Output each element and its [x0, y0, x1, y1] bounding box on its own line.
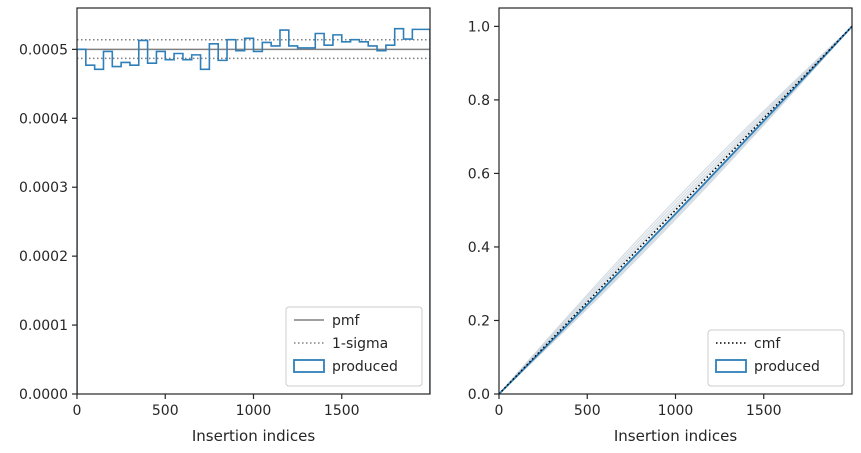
right-y-tick-label: 0.8 [468, 93, 490, 109]
right-y-tick-label: 0.4 [468, 240, 490, 256]
left-ticks: 0 500 1000 1500 0.0000 0.0001 0.0002 0.0003 0.00… [19, 42, 360, 419]
left-y-tick-label: 0.0002 [19, 249, 68, 265]
right-legend: cmf produced [707, 329, 845, 387]
right-y-tick-label: 1.0 [468, 19, 490, 35]
right-x-tick-label: 1000 [658, 403, 694, 419]
cmf-reference-line [498, 25, 853, 395]
left-legend-label-pmf: pmf [332, 313, 361, 329]
right-y-tick-label: 0.2 [468, 313, 490, 329]
background-cmf-line [498, 25, 853, 395]
left-y-tick-label: 0.0003 [19, 180, 68, 196]
right-x-tick-label: 0 [495, 403, 504, 419]
left-x-tick-label: 1500 [324, 403, 360, 419]
left-x-axis-label: Insertion indices [192, 427, 315, 445]
right-panel: 0 500 1000 1500 0.0 0.2 0.4 0.6 0.8 1.0 Insertion… [468, 7, 853, 445]
right-x-tick-label: 500 [574, 403, 601, 419]
background-cmf-line [498, 25, 853, 395]
right-legend-swatch-produced [715, 359, 747, 373]
right-lines-group [498, 25, 853, 395]
left-legend-swatch-produced [293, 359, 325, 373]
left-y-tick-label: 0.0001 [19, 318, 68, 334]
left-panel: 0 500 1000 1500 0.0000 0.0001 0.0002 0.0003 0.00… [19, 7, 431, 445]
background-cmf-line [498, 25, 853, 395]
produced-cmf-line [498, 25, 853, 395]
left-legend: pmf 1-sigma produced [285, 306, 423, 387]
produced-histogram-step [77, 27, 430, 394]
left-legend-box [285, 306, 423, 387]
left-x-tick-label: 1000 [236, 403, 272, 419]
background-cmf-line [498, 25, 853, 395]
background-cmf-line [498, 25, 853, 395]
right-x-tick-label: 1500 [746, 403, 782, 419]
right-y-tick-label: 0.6 [468, 166, 490, 182]
left-y-tick-label: 0.0000 [19, 387, 68, 403]
right-y-tick-label: 0.0 [468, 387, 490, 403]
left-legend-label-1-sigma: 1-sigma [332, 336, 388, 352]
right-ticks: 0 500 1000 1500 0.0 0.2 0.4 0.6 0.8 1.0 [468, 19, 782, 419]
left-y-tick-label: 0.0004 [19, 111, 68, 127]
left-x-tick-label: 0 [73, 403, 82, 419]
left-y-tick-label: 0.0005 [19, 42, 68, 58]
left-x-tick-label: 500 [152, 403, 179, 419]
left-histogram-group [77, 27, 430, 394]
left-legend-label-produced: produced [332, 359, 398, 375]
right-legend-label-cmf: cmf [754, 336, 781, 352]
right-x-axis-label: Insertion indices [614, 427, 737, 445]
right-legend-label-produced: produced [754, 359, 820, 375]
